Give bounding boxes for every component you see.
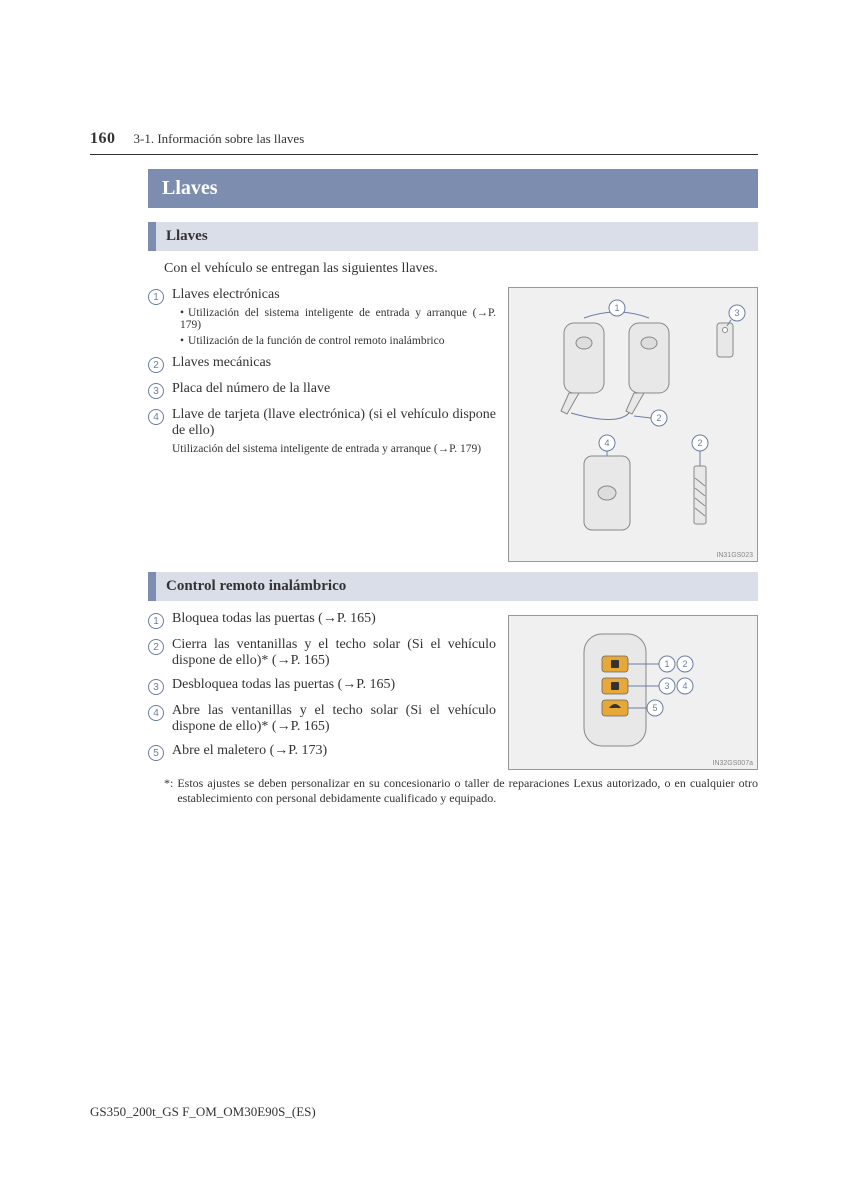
svg-text:3: 3 [734,308,739,318]
callout-number: 1 [148,613,164,629]
page-header: 160 3-1. Información sobre las llaves [90,130,758,155]
list-item: 4 Abre las ventanillas y el techo solar … [148,703,496,735]
list-item: 3 Desbloquea todas las puertas (→P. 165) [148,677,496,695]
section-intro: Con el vehículo se entregan las siguient… [164,261,758,277]
svg-text:1: 1 [664,659,669,669]
list-item: 1 Llaves electrónicas •Utilización del s… [148,287,496,347]
breadcrumb: 3-1. Información sobre las llaves [134,131,305,147]
svg-text:2: 2 [656,413,661,423]
callout-number: 3 [148,679,164,695]
svg-text:1: 1 [614,303,619,313]
callout-number: 3 [148,383,164,399]
callout-number: 5 [148,745,164,761]
list-item: 3 Placa del número de la llave [148,381,496,399]
svg-text:5: 5 [652,703,657,713]
page-number: 160 [90,130,116,148]
footnote: *: Estos ajustes se deben personalizar e… [164,776,758,806]
svg-text:3: 3 [664,681,669,691]
remote-illustration: 1 2 3 4 5 IN32GS007a [508,615,758,770]
svg-text:4: 4 [604,438,609,448]
svg-text:2: 2 [682,659,687,669]
list-item: 2 Cierra las ventanillas y el techo sola… [148,637,496,669]
list-item: 5 Abre el maletero (→P. 173) [148,743,496,761]
callout-number: 2 [148,357,164,373]
document-code: GS350_200t_GS F_OM_OM30E90S_(ES) [90,1104,316,1120]
list-item: 4 Llave de tarjeta (llave electrónica) (… [148,407,496,455]
keys-illustration: 1 3 2 4 [508,287,758,562]
svg-text:2: 2 [697,438,702,448]
callout-number: 2 [148,639,164,655]
list-item: 2 Llaves mecánicas [148,355,496,373]
svg-text:4: 4 [682,681,687,691]
figure-code: IN31GS023 [716,552,753,559]
section-heading-keys: Llaves [148,222,758,251]
callout-number: 4 [148,409,164,425]
callout-number: 4 [148,705,164,721]
list-item: 1 Bloquea todas las puertas (→P. 165) [148,611,496,629]
figure-code: IN32GS007a [713,760,753,767]
section-heading-remote: Control remoto inalámbrico [148,572,758,601]
page-title: Llaves [148,169,758,208]
callout-number: 1 [148,289,164,305]
